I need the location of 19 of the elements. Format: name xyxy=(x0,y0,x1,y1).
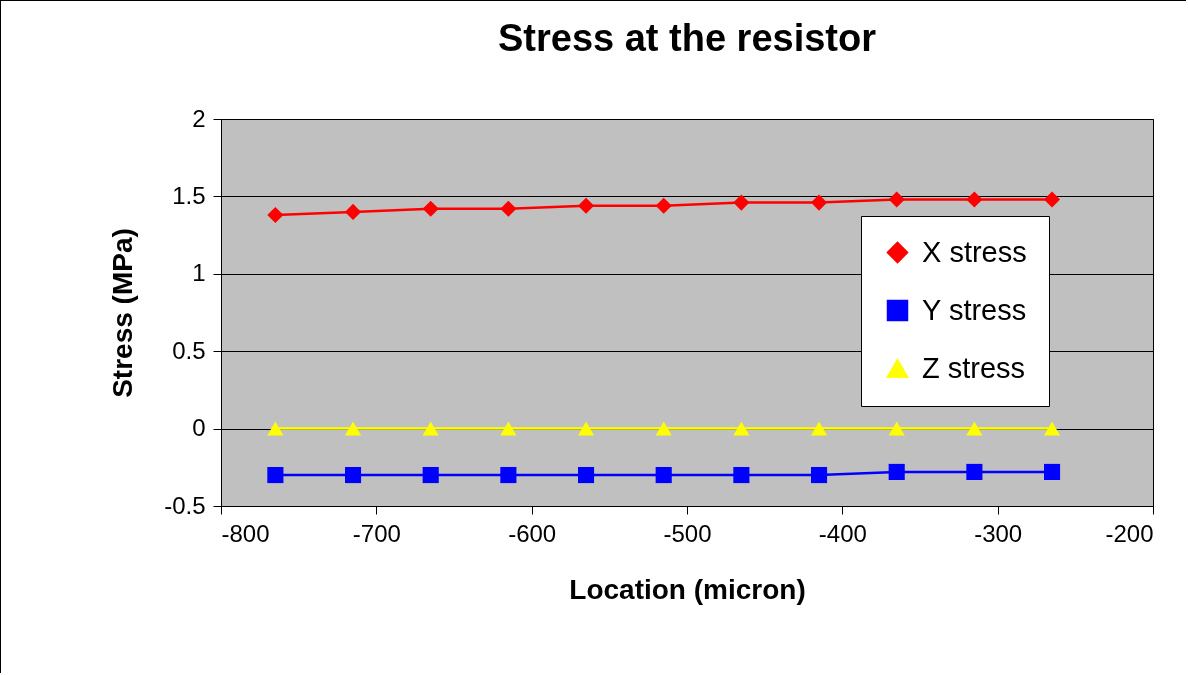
y-tick-label: 0.5 xyxy=(172,336,206,364)
x-tick-label: -800 xyxy=(221,519,270,547)
x-tick-label: -700 xyxy=(352,519,401,547)
legend-label: Z stress xyxy=(922,351,1026,384)
x-tick-label: -600 xyxy=(508,519,557,547)
y-tick-label: 2 xyxy=(192,104,206,132)
y-tick-label: -0.5 xyxy=(164,491,206,519)
legend-label: Y stress xyxy=(922,293,1027,326)
x-tick-label: -300 xyxy=(974,519,1023,547)
x-axis-title: Location (micron) xyxy=(569,573,806,605)
x-tick-label: -400 xyxy=(818,519,867,547)
chart-title: Stress at the resistor xyxy=(497,17,877,59)
y-tick-label: 1.5 xyxy=(172,181,206,209)
legend-label: X stress xyxy=(922,235,1027,268)
x-tick-label: -200 xyxy=(1105,519,1154,547)
y-axis-title: Stress (MPa) xyxy=(107,228,139,398)
y-tick-label: 1 xyxy=(192,259,206,287)
y-tick-label: 0 xyxy=(192,414,206,442)
x-tick-label: -500 xyxy=(663,519,712,547)
